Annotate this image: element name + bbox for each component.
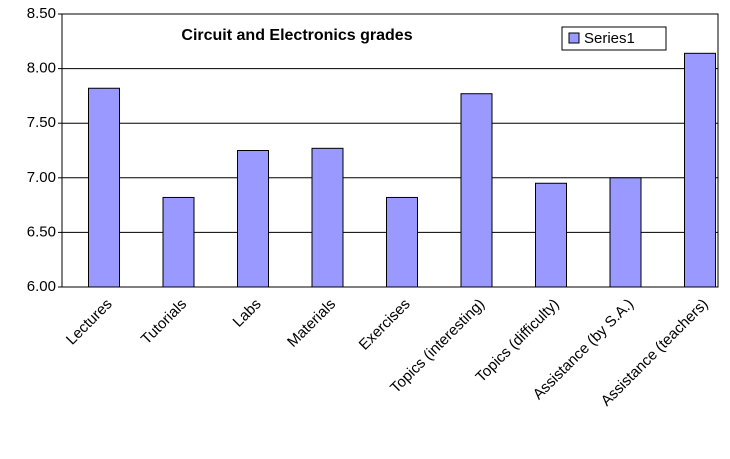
bar — [162, 196, 195, 288]
bar — [237, 150, 269, 288]
y-tick-label: 6.50 — [27, 223, 56, 240]
chart-title: Circuit and Electronics grades — [181, 27, 412, 44]
bar — [609, 177, 642, 288]
legend-label: Series1 — [584, 30, 635, 47]
y-tick-label: 7.00 — [27, 169, 56, 186]
bar — [460, 93, 493, 288]
bar — [535, 182, 567, 288]
bar — [386, 196, 418, 288]
legend-box — [561, 26, 667, 51]
bar — [88, 87, 120, 288]
y-tick-label: 8.00 — [27, 60, 56, 77]
bar — [311, 147, 344, 288]
y-tick-label: 7.50 — [27, 114, 56, 131]
legend-swatch — [568, 32, 580, 44]
bar — [684, 52, 716, 288]
y-tick-label: 8.50 — [27, 5, 56, 22]
y-tick-label: 6.00 — [27, 278, 56, 295]
